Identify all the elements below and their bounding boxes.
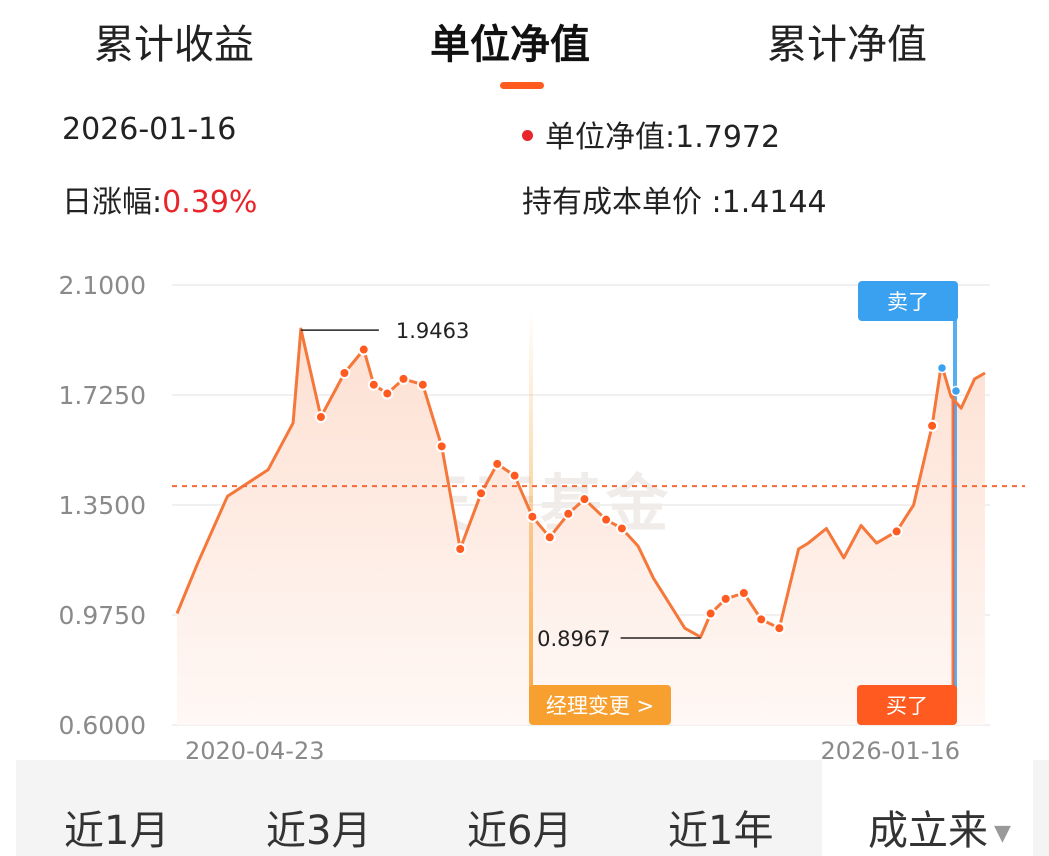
nav-chart[interactable]: 2.1000 1.7250 1.3500 0.9750 0.6000 天天基金 1.9463… bbox=[0, 240, 1049, 765]
y-tick-label: 2.1000 bbox=[59, 271, 146, 300]
trade-dot bbox=[314, 411, 327, 423]
series-dot-icon bbox=[522, 130, 533, 141]
trade-dot bbox=[435, 440, 448, 453]
unit-nav-readout: 单位净值:1.7972 bbox=[522, 112, 780, 156]
cost-label: 持有成本单价 : bbox=[522, 185, 722, 220]
trade-dot bbox=[491, 457, 504, 470]
trade-dot bbox=[397, 372, 410, 385]
tab-bar: 累计收益 单位净值 累计净值 bbox=[0, 0, 1049, 100]
range-1m[interactable]: 近1月 bbox=[64, 808, 170, 854]
unit-nav-label: 单位净值: bbox=[545, 120, 676, 155]
range-1y[interactable]: 近1年 bbox=[668, 808, 774, 854]
trade-dot bbox=[475, 487, 488, 500]
x-tick-label-end: 2026-01-16 bbox=[821, 737, 960, 760]
trade-dot bbox=[543, 531, 556, 544]
trade-dot bbox=[755, 613, 768, 626]
tab-unit-nav[interactable]: 单位净值 bbox=[430, 22, 590, 68]
buy-marker-badge[interactable] bbox=[857, 685, 957, 725]
trade-dot bbox=[578, 493, 591, 506]
trade-dot bbox=[508, 469, 521, 482]
trade-dot bbox=[562, 507, 575, 520]
buy-marker-label: 买了 bbox=[886, 694, 928, 718]
cost-readout: 持有成本单价 :1.4144 bbox=[522, 177, 827, 221]
trade-dot bbox=[526, 510, 539, 523]
active-tab-indicator bbox=[500, 82, 544, 89]
range-since-inception-label: 成立来 bbox=[868, 808, 988, 854]
dropdown-caret-icon: ▼ bbox=[994, 820, 1011, 846]
range-active-highlight bbox=[822, 760, 1033, 856]
nav-chart-svg: 2.10001.72501.35000.97500.6000天天基金1.9463… bbox=[59, 271, 1025, 765]
trade-dot bbox=[338, 367, 351, 379]
trade-dot bbox=[737, 587, 750, 599]
range-since-inception[interactable]: 成立来 ▼ bbox=[868, 798, 1011, 856]
max-value-label: 1.9463 bbox=[396, 319, 469, 343]
x-tick-label-start: 2020-04-23 bbox=[185, 737, 324, 760]
trade-dot bbox=[357, 343, 370, 356]
min-value-label: 0.8967 bbox=[537, 627, 610, 651]
tab-cumulative-nav[interactable]: 累计净值 bbox=[767, 22, 927, 68]
trade-dot bbox=[719, 592, 732, 605]
daily-change-readout: 日涨幅:0.39% bbox=[62, 177, 257, 221]
trade-dot bbox=[926, 419, 939, 432]
trade-dot bbox=[890, 525, 903, 538]
daily-change-label: 日涨幅: bbox=[62, 185, 163, 220]
trade-dot bbox=[704, 607, 717, 620]
sell-marker-badge[interactable] bbox=[858, 281, 958, 321]
sell-dot bbox=[950, 385, 962, 397]
trade-dot bbox=[600, 513, 613, 526]
trade-dot bbox=[367, 378, 380, 391]
sell-dot bbox=[936, 362, 948, 374]
daily-change-value: 0.39% bbox=[162, 185, 258, 220]
trade-dot bbox=[615, 522, 628, 535]
range-3m[interactable]: 近3月 bbox=[266, 808, 372, 854]
manager-change-label: 经理变更 > bbox=[546, 694, 654, 718]
y-tick-label: 1.7250 bbox=[59, 381, 146, 410]
y-tick-label: 0.9750 bbox=[59, 601, 146, 630]
tab-cumulative-return[interactable]: 累计收益 bbox=[94, 22, 254, 68]
nav-date: 2026-01-16 bbox=[62, 112, 237, 147]
y-tick-label: 0.6000 bbox=[59, 711, 146, 740]
trade-dot bbox=[416, 378, 429, 391]
range-6m[interactable]: 近6月 bbox=[467, 808, 573, 854]
unit-nav-value: 1.7972 bbox=[675, 120, 781, 155]
sell-marker-label: 卖了 bbox=[887, 290, 929, 314]
trade-dot bbox=[454, 543, 467, 555]
cost-value: 1.4144 bbox=[721, 185, 827, 220]
y-tick-label: 1.3500 bbox=[59, 491, 146, 520]
trade-dot bbox=[381, 387, 394, 400]
manager-change-badge[interactable] bbox=[529, 685, 671, 725]
trade-dot bbox=[773, 622, 786, 635]
